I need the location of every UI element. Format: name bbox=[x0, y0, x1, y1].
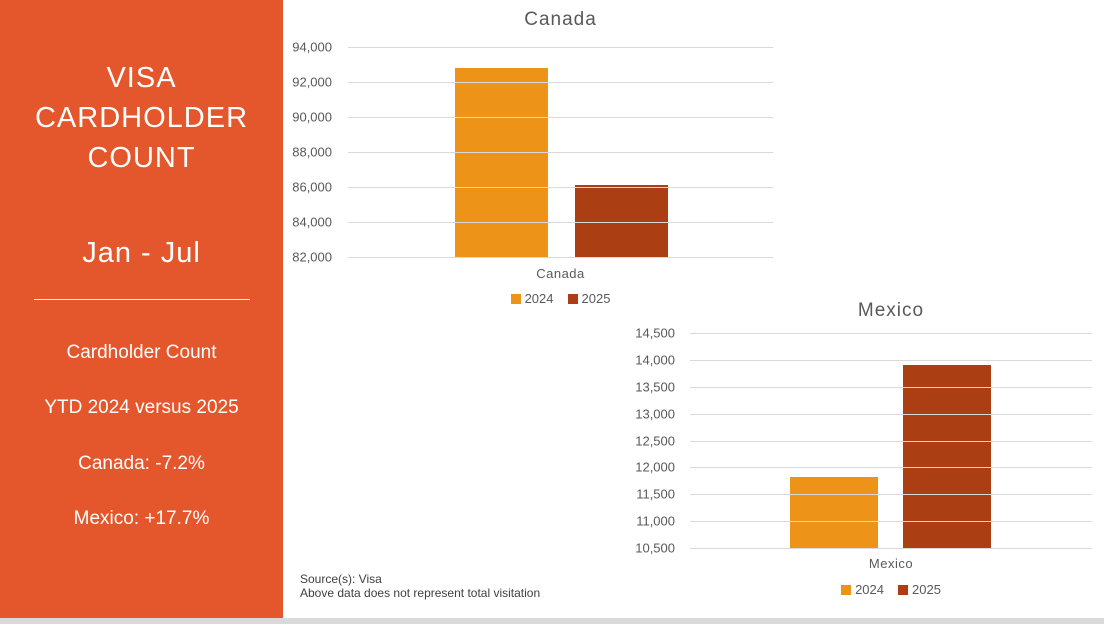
gridline bbox=[690, 440, 1092, 442]
legend-item-2024: 2024 bbox=[841, 582, 884, 597]
y-tick-label: 10,500 bbox=[635, 540, 675, 556]
y-tick-label: 11,500 bbox=[636, 486, 675, 502]
legend-item-2025: 2025 bbox=[567, 291, 611, 306]
gridline bbox=[690, 333, 1092, 334]
legend-item-2024: 2024 bbox=[510, 291, 554, 306]
y-tick-label: 14,000 bbox=[635, 352, 675, 368]
mexico-bar-2024 bbox=[790, 477, 878, 548]
footer-strip bbox=[0, 618, 1104, 624]
gridline bbox=[348, 186, 773, 188]
gridline bbox=[348, 47, 773, 48]
y-tick-label: 90,000 bbox=[292, 109, 332, 125]
divider bbox=[34, 299, 250, 300]
stat-mexico-change: Mexico: +17.7% bbox=[73, 508, 210, 529]
gridline bbox=[348, 152, 773, 153]
y-tick-label: 84,000 bbox=[292, 214, 332, 230]
y-tick-label: 82,000 bbox=[292, 249, 332, 265]
legend-swatch-2025-icon bbox=[567, 293, 578, 304]
mexico-y-axis: 14,500 14,000 13,500 13,000 12,500 12,000 11,5… bbox=[628, 326, 683, 556]
legend-item-2025: 2025 bbox=[898, 582, 941, 597]
y-tick-label: 94,000 bbox=[292, 39, 332, 55]
mexico-chart: Mexico 14,500 14,000 13,500 13,000 12,500 12,… bbox=[620, 296, 1104, 610]
gridline bbox=[690, 521, 1092, 523]
canada-bar-2025 bbox=[575, 185, 668, 257]
y-tick-label: 92,000 bbox=[292, 74, 332, 90]
gridline bbox=[348, 81, 773, 83]
legend-label-2024: 2024 bbox=[524, 291, 554, 306]
gridline bbox=[690, 359, 1092, 361]
gridline bbox=[690, 413, 1092, 415]
legend-label-2025: 2025 bbox=[912, 582, 941, 597]
mexico-chart-title: Mexico bbox=[857, 300, 925, 321]
source-note: Source(s): Visa Above data does not repr… bbox=[300, 572, 540, 600]
source-line-2: Above data does not represent total visi… bbox=[300, 586, 541, 600]
mexico-x-axis-label: Mexico bbox=[868, 556, 914, 571]
stat-cardholder-count: Cardholder Count bbox=[66, 342, 217, 363]
slide-title-line-1: VISA bbox=[106, 62, 177, 94]
slide-title: VISA CARDHOLDER COUNT bbox=[0, 58, 283, 178]
legend-swatch-2024-icon bbox=[841, 584, 852, 595]
y-tick-label: 12,500 bbox=[635, 433, 675, 448]
canada-chart: Canada 94,000 92,000 90,000 88,000 86,000 84,… bbox=[290, 0, 782, 318]
legend-label-2024: 2024 bbox=[855, 582, 884, 597]
canada-plot-area bbox=[348, 47, 773, 258]
mexico-legend: 2024 2025 bbox=[690, 582, 1092, 597]
mexico-bar-2025 bbox=[903, 364, 991, 548]
canada-y-axis: 94,000 92,000 90,000 88,000 86,000 84,000 82,0… bbox=[290, 40, 340, 265]
gridline bbox=[690, 548, 1092, 549]
gridline bbox=[348, 116, 773, 118]
slide-title-line-2: CARDHOLDER bbox=[34, 102, 249, 134]
slide-title-line-3: COUNT bbox=[87, 142, 196, 174]
canada-legend: 2024 2025 bbox=[348, 291, 773, 306]
gridline bbox=[348, 222, 773, 223]
canada-x-axis-label: Canada bbox=[536, 266, 585, 281]
stat-ytd-comparison: YTD 2024 versus 2025 bbox=[44, 397, 239, 418]
y-tick-label: 13,500 bbox=[635, 379, 675, 395]
gridline bbox=[690, 467, 1092, 469]
legend-swatch-2025-icon bbox=[898, 584, 908, 595]
date-range-label: Jan - Jul bbox=[82, 237, 201, 269]
y-tick-label: 14,500 bbox=[635, 325, 675, 341]
legend-label-2025: 2025 bbox=[581, 291, 611, 306]
gridline bbox=[690, 386, 1092, 388]
gridline bbox=[690, 494, 1092, 496]
sidebar: VISA CARDHOLDER COUNT Jan - Jul Cardhold… bbox=[0, 0, 283, 619]
y-tick-label: 13,000 bbox=[635, 406, 675, 422]
stat-canada-change: Canada: -7.2% bbox=[78, 453, 205, 474]
canada-chart-title: Canada bbox=[524, 9, 597, 30]
mexico-plot-area bbox=[690, 333, 1092, 549]
y-tick-label: 12,000 bbox=[635, 459, 675, 475]
y-tick-label: 11,000 bbox=[636, 513, 675, 529]
y-tick-label: 86,000 bbox=[292, 179, 332, 195]
source-line-1: Source(s): Visa bbox=[300, 572, 382, 586]
canada-bar-2024 bbox=[455, 68, 548, 257]
y-tick-label: 88,000 bbox=[292, 144, 332, 160]
gridline bbox=[348, 257, 773, 258]
legend-swatch-2024-icon bbox=[510, 293, 521, 304]
